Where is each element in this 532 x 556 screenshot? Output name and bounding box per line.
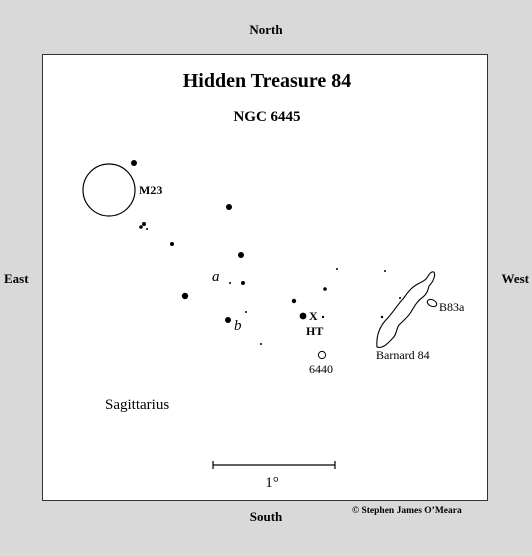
star xyxy=(323,287,327,291)
star xyxy=(384,270,386,272)
ht-label: HT xyxy=(306,324,323,338)
m23-cluster-circle xyxy=(82,163,136,217)
direction-south-label: South xyxy=(249,509,283,524)
star xyxy=(181,292,189,300)
star xyxy=(131,160,137,166)
ngc6445-marker xyxy=(299,312,307,320)
star-b-label: b xyxy=(234,318,242,334)
star xyxy=(238,252,244,258)
star xyxy=(142,222,146,226)
marker-x-label: X xyxy=(309,309,318,323)
direction-west-label: West xyxy=(501,271,529,286)
star xyxy=(146,228,148,230)
star xyxy=(226,204,232,210)
map-subtitle: NGC 6445 xyxy=(233,109,300,125)
credit-text: © Stephen James O’Meara xyxy=(352,506,462,516)
m23-label: M23 xyxy=(139,183,162,197)
ngc6440-marker xyxy=(317,350,327,360)
star-chart-panel: Hidden Treasure 84 NGC 6445 M23 xyxy=(42,54,488,501)
star xyxy=(139,225,143,229)
star xyxy=(399,297,401,299)
constellation-label: Sagittarius xyxy=(105,397,169,413)
star xyxy=(380,315,384,319)
scale-bar xyxy=(212,461,336,469)
star xyxy=(336,268,338,270)
b83a-outline xyxy=(426,298,438,308)
star xyxy=(170,242,174,246)
direction-north-label: North xyxy=(249,22,283,37)
star xyxy=(321,315,325,319)
star xyxy=(291,298,297,304)
star-b xyxy=(225,317,231,323)
star-chart: Hidden Treasure 84 NGC 6445 M23 xyxy=(82,70,465,491)
b83a-label: B83a xyxy=(439,300,465,314)
scale-bar-label: 1° xyxy=(265,475,279,491)
ngc6440-label: 6440 xyxy=(309,362,333,376)
direction-east-label: East xyxy=(4,271,29,286)
stars xyxy=(131,160,401,345)
star-a-label: a xyxy=(212,269,220,285)
star-a xyxy=(241,281,245,285)
star xyxy=(229,282,231,284)
barnard84-label: Barnard 84 xyxy=(376,348,430,362)
star xyxy=(245,311,247,313)
star xyxy=(260,343,262,345)
barnard84-outline xyxy=(376,271,436,348)
map-title: Hidden Treasure 84 xyxy=(183,70,352,92)
